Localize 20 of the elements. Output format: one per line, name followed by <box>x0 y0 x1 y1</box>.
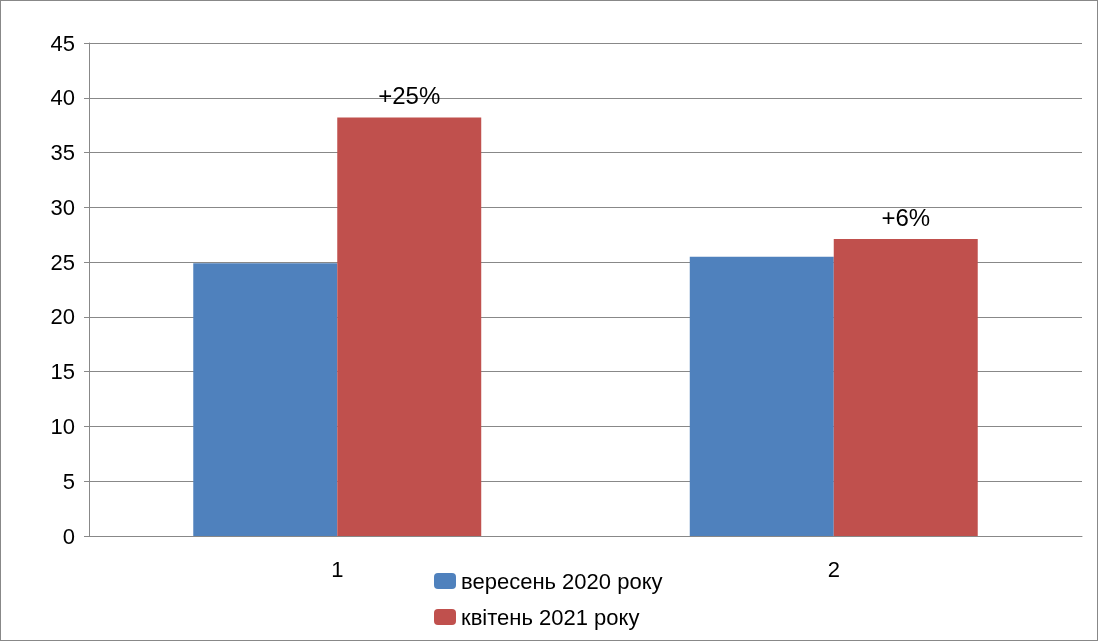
x-tick-label: 2 <box>827 556 840 582</box>
y-tick-label: 10 <box>50 413 75 439</box>
bar <box>337 117 482 536</box>
y-tick-label: 45 <box>50 30 75 56</box>
y-tick-label: 30 <box>50 194 75 220</box>
annotation: +6% <box>881 203 931 231</box>
bar <box>833 239 978 536</box>
bar <box>193 263 338 536</box>
y-tick-label: 40 <box>50 85 75 111</box>
x-tick-label: 1 <box>331 556 344 582</box>
y-tick-label: 0 <box>62 523 75 549</box>
y-tick-label: 15 <box>50 359 75 385</box>
legend-label: вересень 2020 року <box>461 568 663 594</box>
y-tick-label: 5 <box>62 468 75 494</box>
y-tick-label: 20 <box>50 304 75 330</box>
annotation: +25% <box>378 82 441 109</box>
y-tick-label: 25 <box>50 249 75 275</box>
y-tick-label: 35 <box>50 140 75 166</box>
bar <box>689 256 834 536</box>
legend-label: квітень 2021 року <box>461 604 640 630</box>
